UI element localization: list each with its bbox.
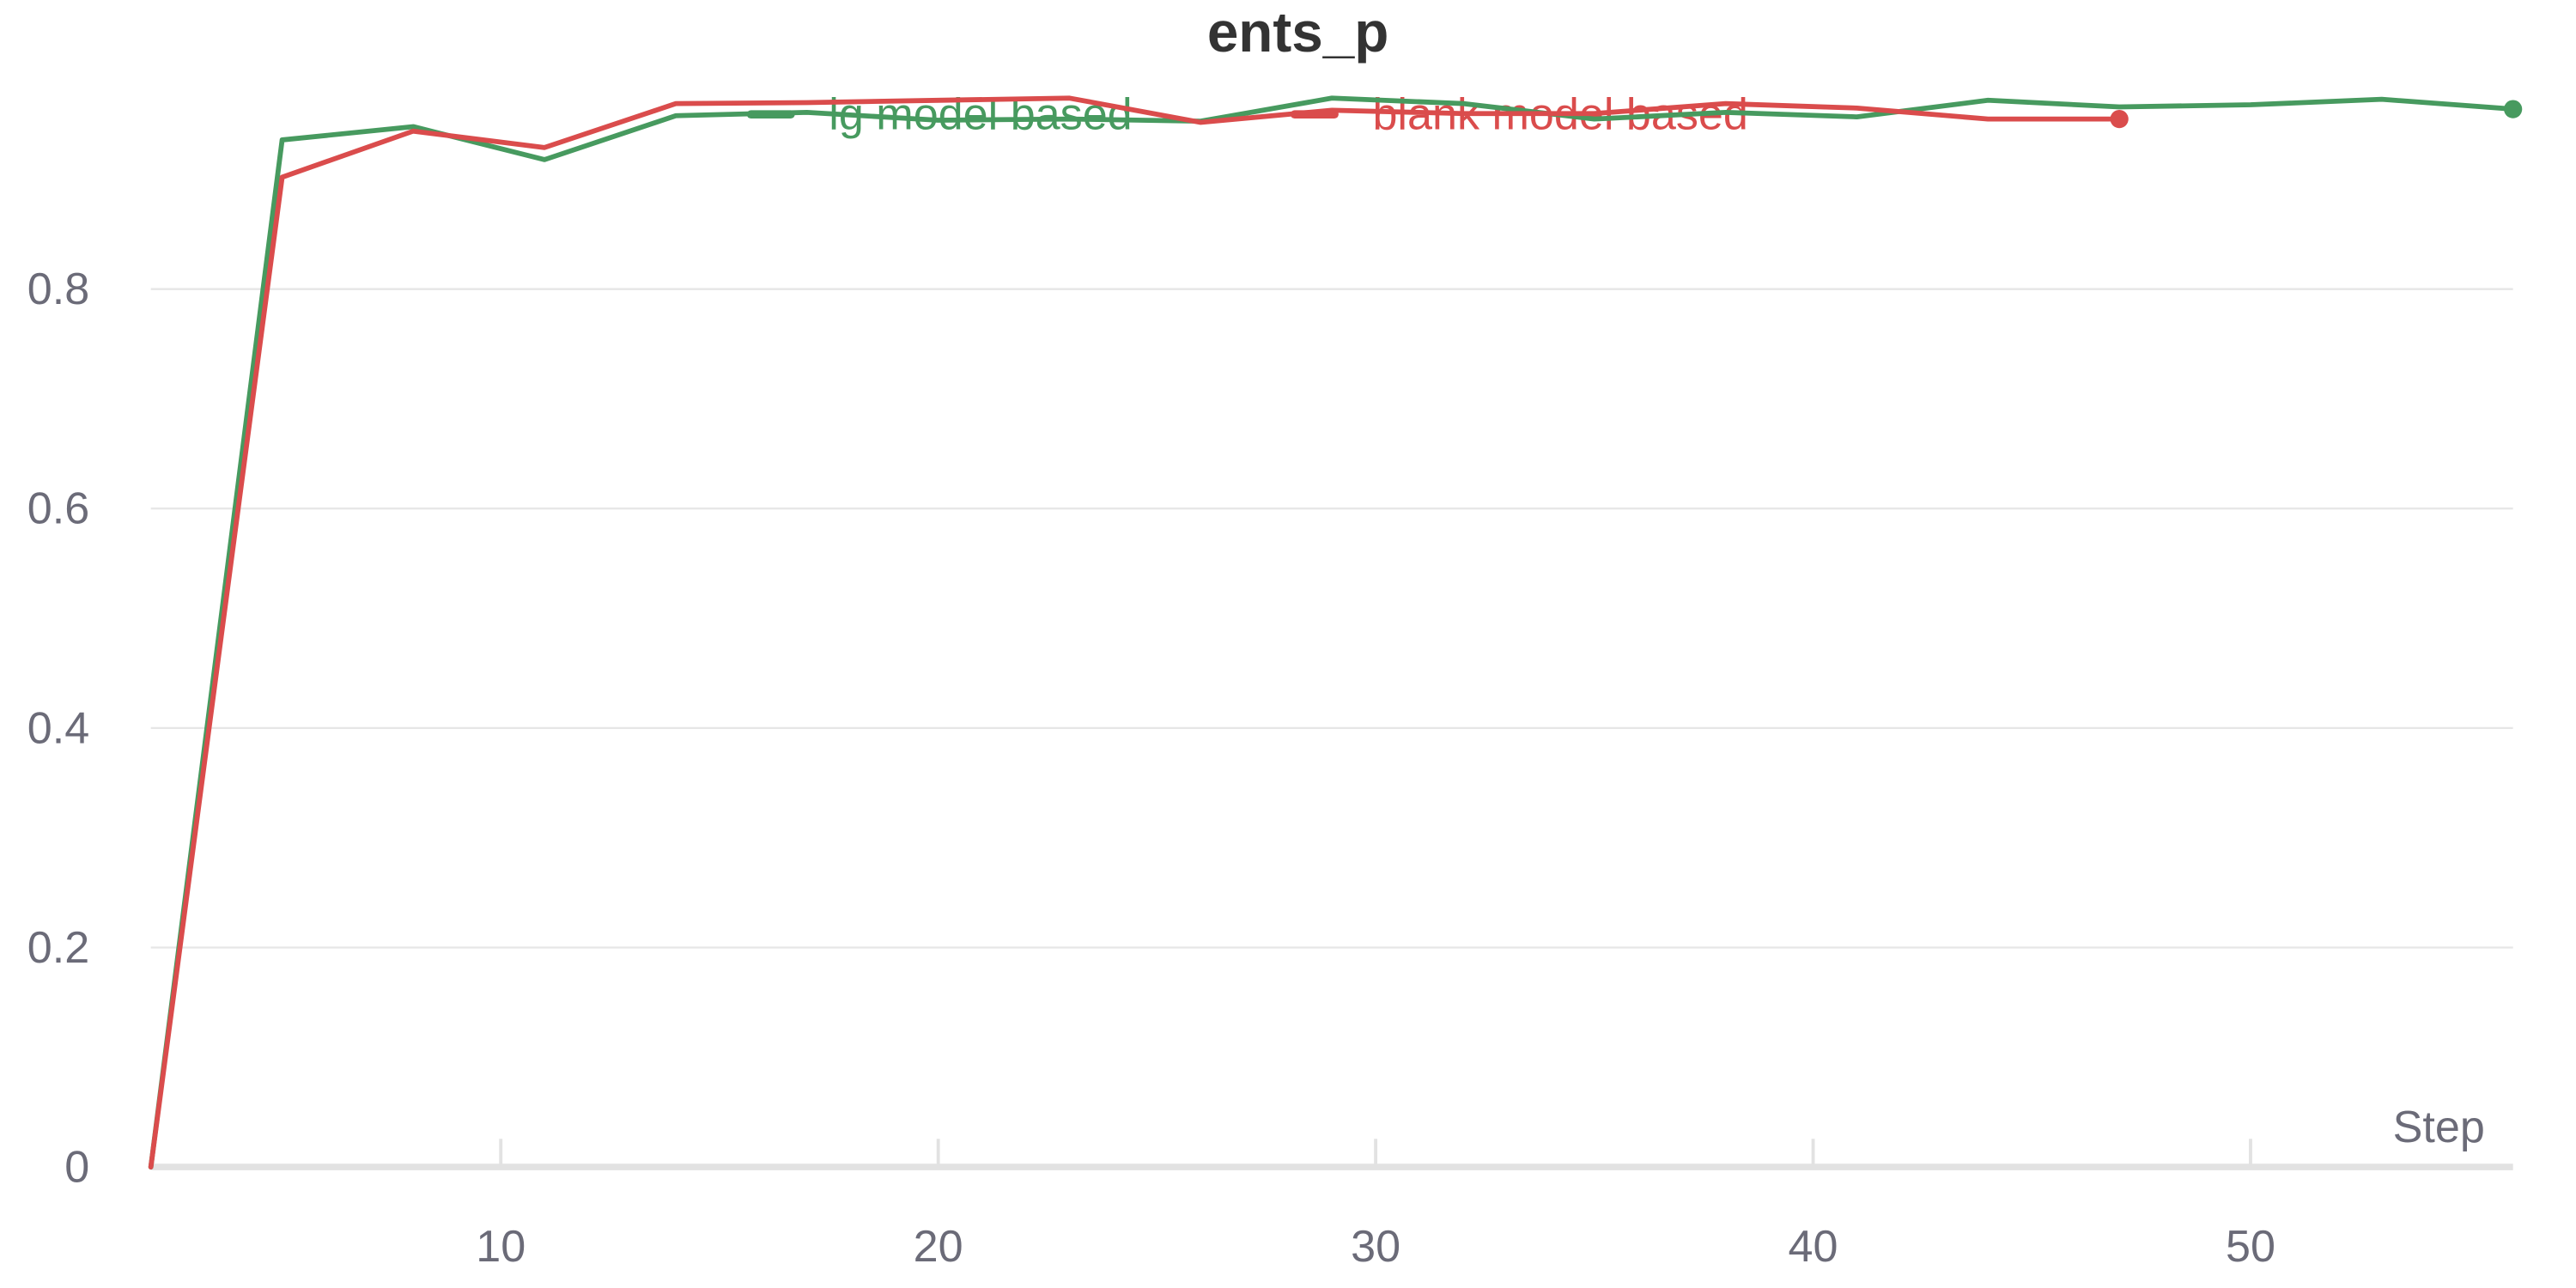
series-line xyxy=(148,95,2516,1170)
x-tick-label: 50 xyxy=(2226,1222,2275,1272)
series-1 xyxy=(148,95,2129,1170)
grid-lines xyxy=(150,288,2513,949)
x-tick-label: 20 xyxy=(914,1222,963,1272)
series-end-marker xyxy=(2110,109,2129,129)
x-tick-label: 30 xyxy=(1351,1222,1400,1272)
x-axis-label: Step xyxy=(2393,1103,2485,1152)
x-tick-label: 40 xyxy=(1789,1222,1838,1272)
y-tick-label: 0.8 xyxy=(27,264,89,314)
y-axis: 0 0.2 0.4 0.6 0.8 xyxy=(27,264,89,1192)
y-tick-label: 0.4 xyxy=(27,703,89,753)
x-tick-label: 10 xyxy=(476,1222,526,1272)
y-tick-label: 0.6 xyxy=(27,484,89,534)
y-tick-label: 0 xyxy=(64,1142,89,1192)
series-end-marker xyxy=(2504,100,2523,118)
series-layer xyxy=(148,95,2523,1170)
series-0 xyxy=(148,95,2523,1170)
y-tick-label: 0.2 xyxy=(27,923,89,973)
series-line xyxy=(148,95,2123,1170)
x-axis: 10 20 30 40 50 xyxy=(150,1139,2513,1272)
chart-title: ents_p xyxy=(1207,1,1389,64)
